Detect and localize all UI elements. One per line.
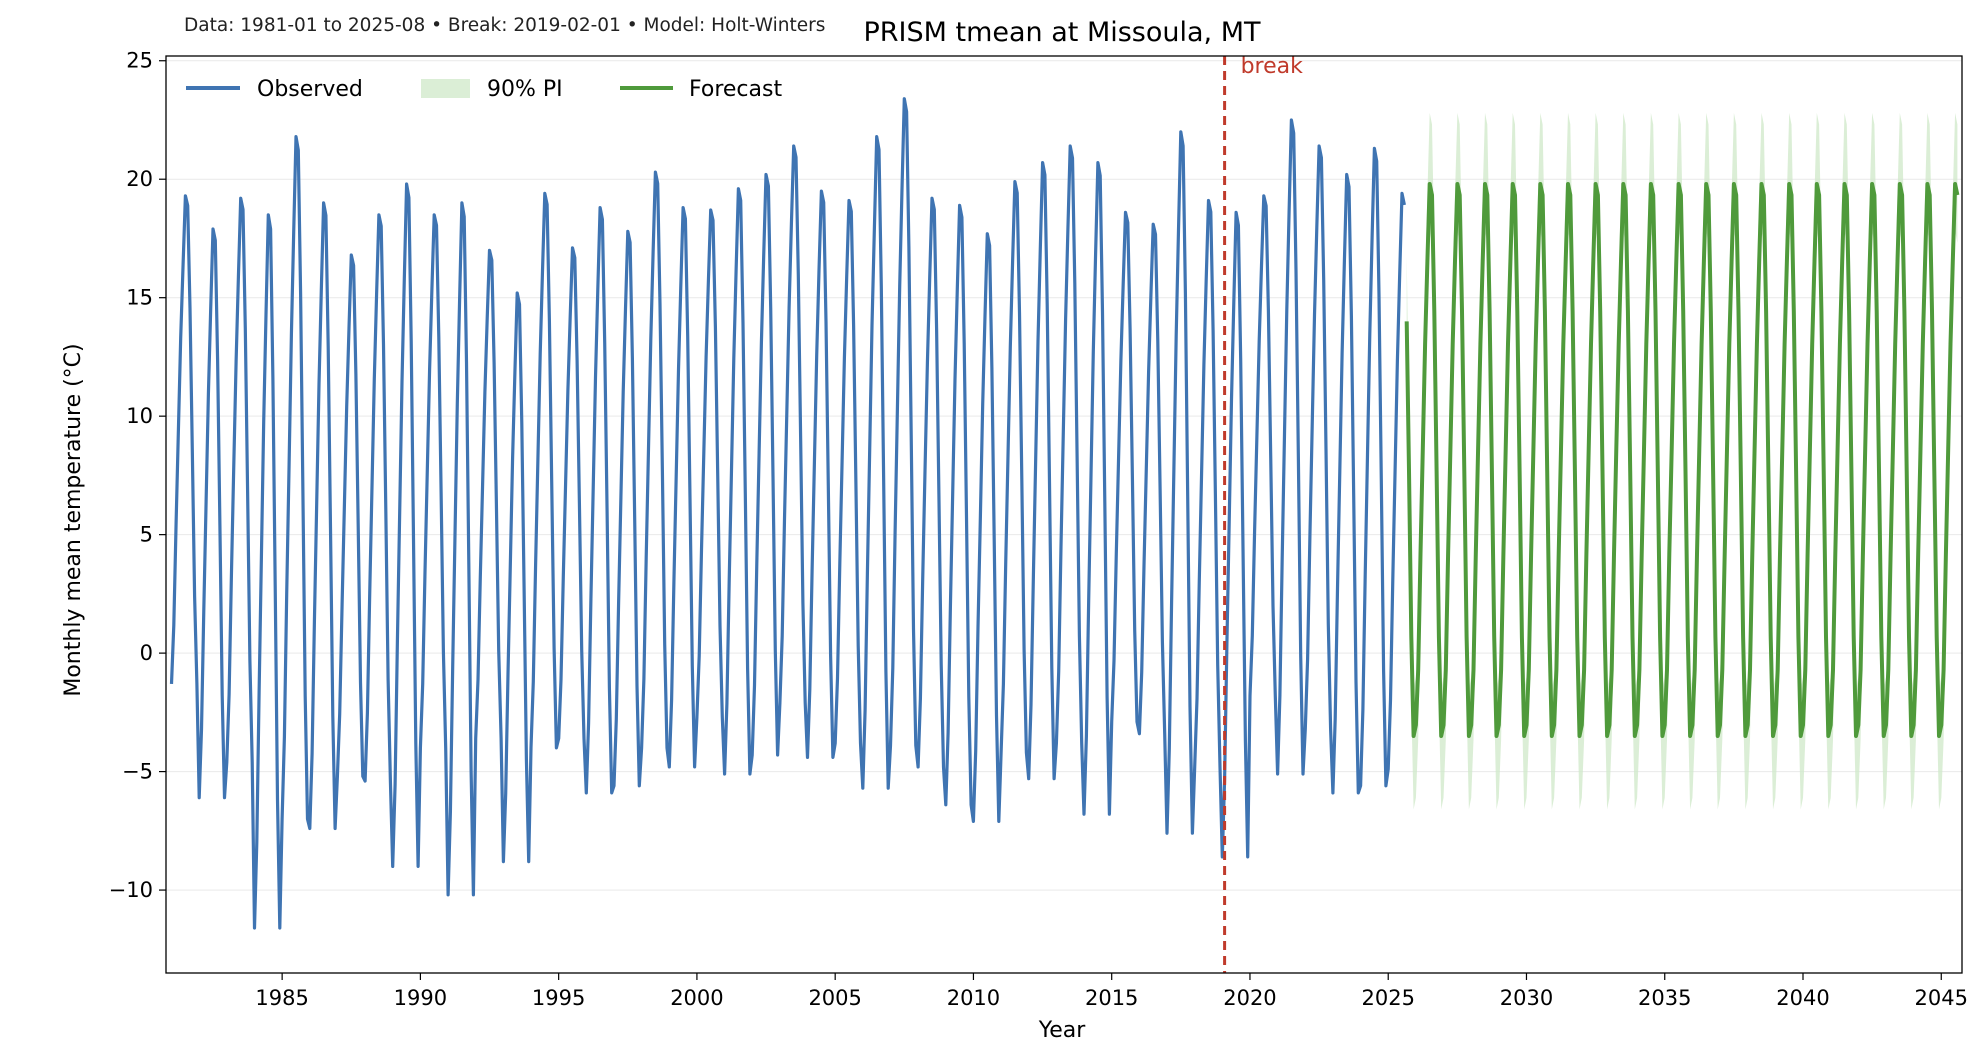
x-tick-label: 2015 (1085, 986, 1138, 1010)
chart-subtitle: Data: 1981-01 to 2025-08 • Break: 2019-0… (184, 15, 825, 36)
y-axis-label: Monthly mean temperature (°C) (61, 343, 86, 696)
legend-interval-label: 90% PI (487, 77, 563, 102)
x-axis-label: Year (1038, 1018, 1087, 1043)
axes-layer: 1985 1990 1995 2000 2005 2010 2015 2020 2025 2030… (109, 49, 1968, 1010)
legend-observed-label: Observed (257, 77, 363, 102)
x-tick-label: 2045 (1915, 986, 1968, 1010)
y-tick-label: 0 (140, 641, 153, 665)
break-layer: break (1223, 54, 1304, 973)
x-tick-label: 2005 (808, 986, 861, 1010)
forecast-line (1404, 182, 1960, 738)
y-tick-label: 10 (126, 404, 153, 428)
x-tick-label: 2030 (1500, 986, 1553, 1010)
legend-interval-swatch (421, 79, 470, 98)
y-tick-label: 20 (126, 167, 153, 191)
x-tick-label: 2020 (1223, 986, 1276, 1010)
x-tick-label: 1995 (532, 986, 585, 1010)
x-tick-label: 1985 (255, 986, 308, 1010)
x-tick-label: 1990 (394, 986, 447, 1010)
x-tick-label: 2010 (947, 986, 1000, 1010)
x-tick-label: 2000 (670, 986, 723, 1010)
x-tick-label: 2035 (1638, 986, 1691, 1010)
x-tick-label: 2025 (1361, 986, 1414, 1010)
series-line-layer (169, 97, 1960, 930)
y-tick-label: 5 (140, 523, 153, 547)
break-label: break (1241, 54, 1304, 79)
legend: Observed 90% PI Forecast (186, 77, 782, 102)
observed-line (169, 97, 1406, 930)
y-tick-label: 25 (126, 49, 153, 73)
y-tick-label: −10 (109, 878, 153, 902)
y-tick-label: 15 (126, 286, 153, 310)
grid-layer (166, 60, 1962, 891)
y-tick-label: −5 (122, 760, 153, 784)
legend-forecast-label: Forecast (689, 77, 782, 102)
chart-title: PRISM tmean at Missoula, MT (863, 17, 1261, 48)
x-tick-label: 2040 (1776, 986, 1829, 1010)
plot-frame (165, 55, 1963, 974)
